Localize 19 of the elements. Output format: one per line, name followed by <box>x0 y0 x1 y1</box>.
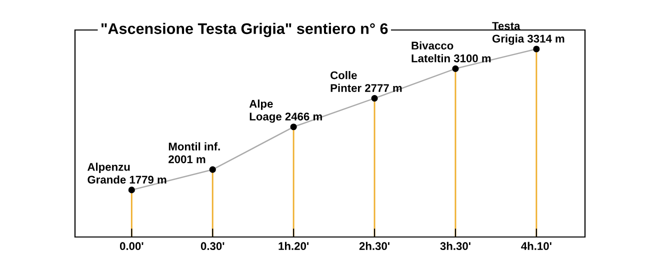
x-tick-label: 4h.10' <box>521 242 552 250</box>
x-tick-label: 0.30' <box>200 242 224 250</box>
x-tick-label: 2h.30' <box>359 242 390 250</box>
point <box>533 46 540 52</box>
x-tick-label: 1h.20' <box>278 242 309 250</box>
data-label: Alpenzu Grande 1779 m <box>88 162 166 184</box>
point <box>128 186 135 194</box>
point <box>452 65 459 72</box>
point <box>290 124 297 130</box>
point <box>371 95 378 102</box>
data-label: Colle Pinter 2777 m <box>330 71 402 92</box>
x-tick-label: 0.00' <box>120 242 144 250</box>
data-label: Alpe Loage 2466 m <box>249 100 322 123</box>
point <box>209 166 216 173</box>
data-label: Montil inf. 2001 m <box>168 142 220 164</box>
data-label: Testa Grigia 3314 m <box>492 22 564 45</box>
data-label: Bivacco Lateltin 3100 m <box>412 41 491 62</box>
chart-title: "Ascensione Testa Grigia" sentiero n° 6 <box>102 22 388 38</box>
x-tick-label: 3h.30' <box>440 242 470 250</box>
